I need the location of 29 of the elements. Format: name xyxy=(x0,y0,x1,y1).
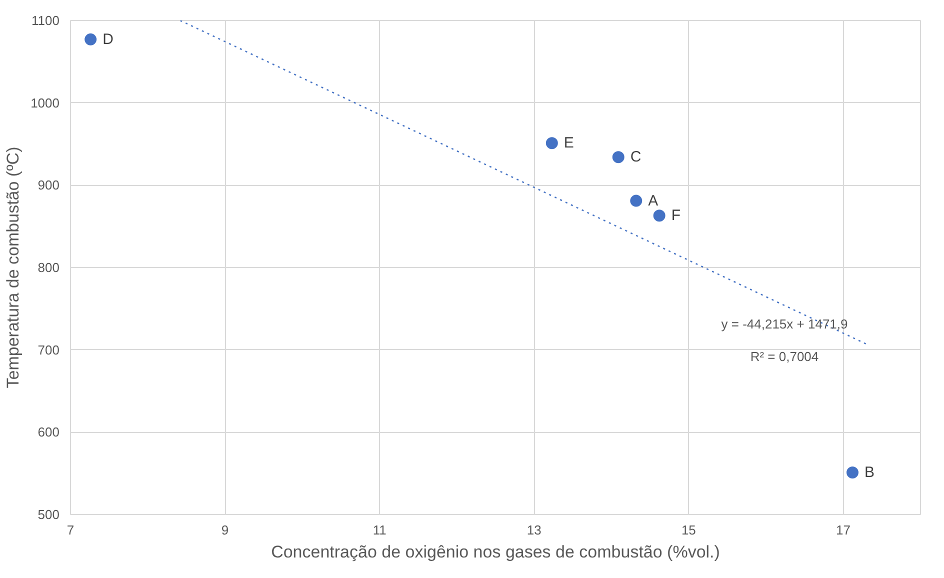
point xyxy=(546,137,558,150)
y-tick-label: 1000 xyxy=(30,95,60,110)
y-tick-label: 800 xyxy=(38,260,60,275)
annotation: F xyxy=(671,207,680,224)
point xyxy=(653,210,666,222)
x-tick-label: 9 xyxy=(221,522,229,538)
point xyxy=(612,151,624,164)
y-tick-label: 500 xyxy=(38,507,60,522)
x-tick-label: 15 xyxy=(681,522,696,538)
y-tick-label: 600 xyxy=(38,424,60,440)
annotation: D xyxy=(102,30,114,48)
annotation: E xyxy=(564,134,574,152)
point xyxy=(846,466,858,478)
annotation: B xyxy=(864,464,875,482)
x-axis-title: Concentração de oxigênio nos gases de combustão (%vol.) xyxy=(271,542,720,562)
y-tick-label: 1100 xyxy=(32,13,60,28)
x-tick-label: 13 xyxy=(526,522,542,538)
y-tick-label: 700 xyxy=(38,342,60,358)
point xyxy=(630,194,642,207)
annotation: C xyxy=(630,148,642,166)
point xyxy=(84,33,97,46)
annotation: R² = 0,7004 xyxy=(750,348,819,364)
x-tick-label: 11 xyxy=(372,522,386,538)
annotation: A xyxy=(648,192,658,210)
y-axis-title: Temperatura de combustão (ºC) xyxy=(4,146,23,388)
y-tick-label: 900 xyxy=(38,178,60,193)
x-tick-label: 17 xyxy=(836,522,850,538)
annotation: y = -44,215x + 1471,9 xyxy=(721,316,848,332)
x-tick-label: 7 xyxy=(66,522,74,538)
